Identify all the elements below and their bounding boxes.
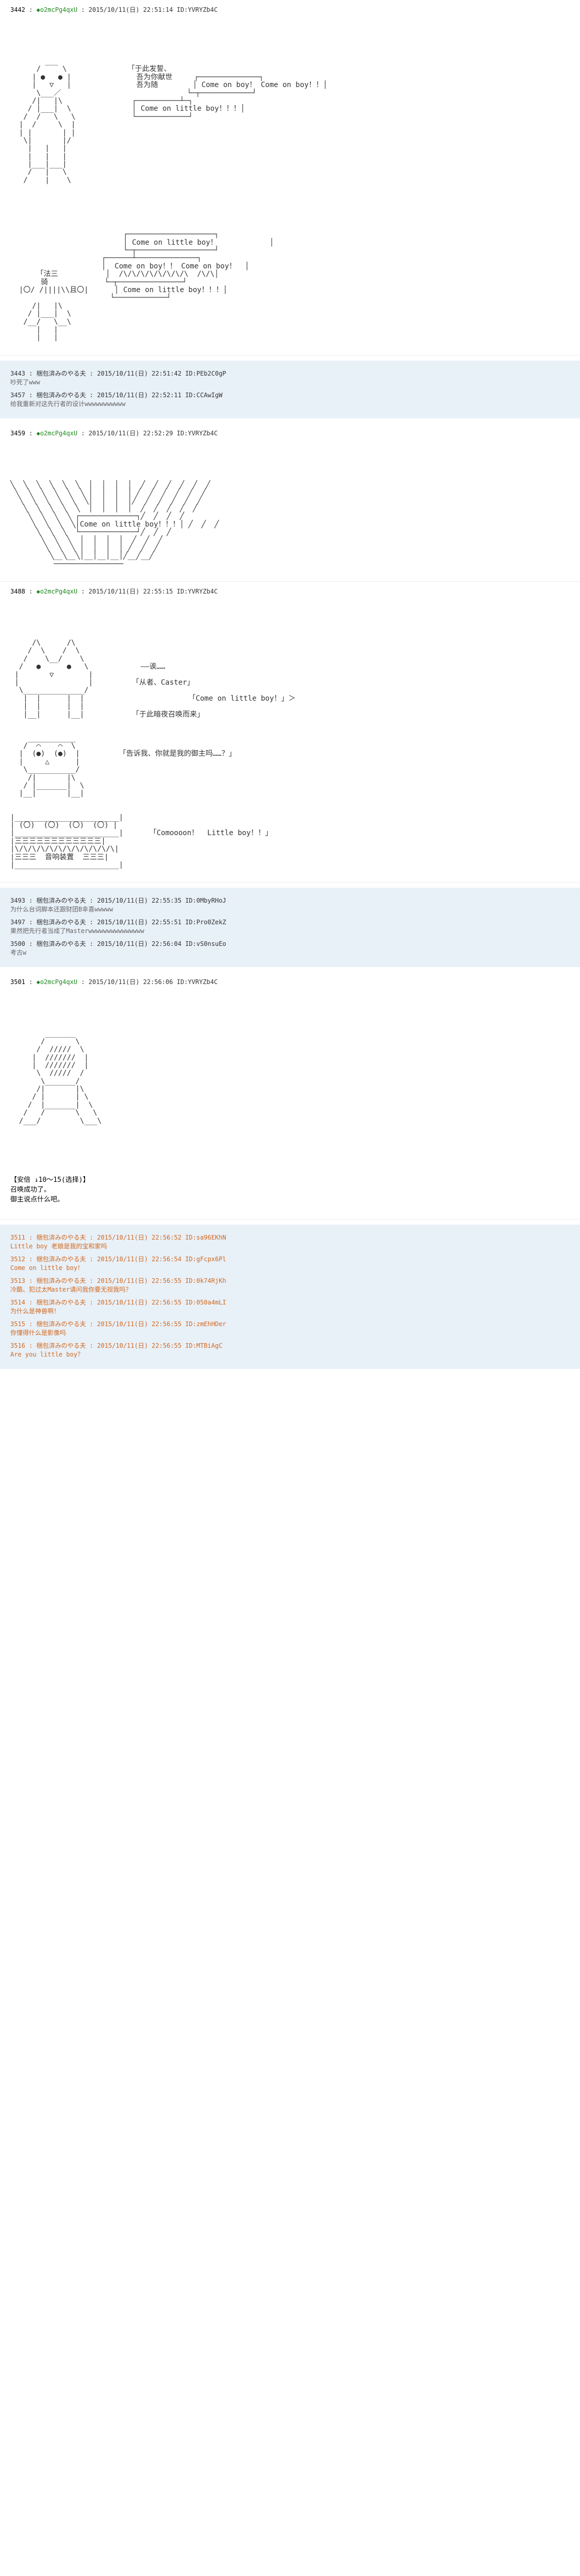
post-id: ID:YVRYZb4C: [177, 978, 218, 986]
post-header: 3488 : ◆o2mcPg4qxU : 2015/10/11(日) 22:55…: [10, 587, 570, 596]
reply-text: Come on little boy！: [10, 1263, 570, 1272]
reply: 3513 : 梱包済みのやる夫 : 2015/10/11(日) 22:56:55…: [10, 1276, 570, 1294]
post-header: 3459 : ◆o2mcPg4qxU : 2015/10/11(日) 22:52…: [10, 429, 570, 437]
reply-text: 为什么是神兽啊！: [10, 1307, 570, 1315]
spacer: [10, 19, 570, 50]
post: 3501 : ◆o2mcPg4qxU : 2015/10/11(日) 22:56…: [0, 972, 580, 1219]
reply-header: 3511 : 梱包済みのやる夫 : 2015/10/11(日) 22:56:52…: [10, 1233, 570, 1242]
reply-text: 冷酷、犯过太Master请问我你要无视我吗？: [10, 1285, 570, 1294]
post-id: ID:YVRYZb4C: [177, 6, 218, 13]
reply-block: 3443 : 梱包済みのやる夫 : 2015/10/11(日) 22:51:42…: [0, 361, 580, 418]
post-date: 2015/10/11(日) 22:55:15: [89, 588, 173, 595]
reply: 3443 : 梱包済みのやる夫 : 2015/10/11(日) 22:51:42…: [10, 369, 570, 386]
post: 3459 : ◆o2mcPg4qxU : 2015/10/11(日) 22:52…: [0, 423, 580, 582]
ascii-art: ┌────────────────────┐ │ Come on little …: [10, 231, 570, 342]
reply-text: Are you little boy？: [10, 1350, 570, 1359]
reply-header: 3516 : 梱包済みのやる夫 : 2015/10/11(日) 22:56:55…: [10, 1341, 570, 1350]
choice-block: 【安倍 ↓10～15(选择)】召唤成功了。御主说点什么吧。: [10, 1174, 570, 1204]
post-header: 3442 : ◆o2mcPg4qxU : 2015/10/11(日) 22:51…: [10, 5, 570, 14]
tripcode: ◆o2mcPg4qxU: [37, 6, 77, 13]
tripcode: ◆o2mcPg4qxU: [37, 978, 77, 986]
tripcode: ◆o2mcPg4qxU: [37, 430, 77, 437]
spacer: [10, 1133, 570, 1164]
reply-header: 3514 : 梱包済みのやる夫 : 2015/10/11(日) 22:56:55…: [10, 1298, 570, 1307]
post-date: 2015/10/11(日) 22:56:06: [89, 978, 173, 986]
post-number[interactable]: 3488: [10, 588, 25, 595]
spacer: [10, 601, 570, 632]
spacer: [10, 443, 570, 473]
reply: 3457 : 梱包済みのやる夫 : 2015/10/11(日) 22:52:11…: [10, 391, 570, 408]
reply: 3511 : 梱包済みのやる夫 : 2015/10/11(日) 22:56:52…: [10, 1233, 570, 1250]
ascii-art: _______ / \ / ///// \ | /////// | | ////…: [10, 1030, 570, 1125]
reply-header: 3493 : 梱包済みのやる夫 : 2015/10/11(日) 22:55:35…: [10, 896, 570, 905]
reply: 3514 : 梱包済みのやる夫 : 2015/10/11(日) 22:56:55…: [10, 1298, 570, 1315]
reply-header: 3443 : 梱包済みのやる夫 : 2015/10/11(日) 22:51:42…: [10, 369, 570, 378]
post-date: 2015/10/11(日) 22:52:29: [89, 430, 173, 437]
reply-header: 3500 : 梱包済みのやる夫 : 2015/10/11(日) 22:56:04…: [10, 939, 570, 948]
reply-text: Little boy 老娘是我的宝和家吗: [10, 1242, 570, 1250]
post-date: 2015/10/11(日) 22:51:14: [89, 6, 173, 13]
spacer: [10, 192, 570, 223]
reply-block: 3511 : 梱包済みのやる夫 : 2015/10/11(日) 22:56:52…: [0, 1225, 580, 1369]
post-header: 3501 : ◆o2mcPg4qxU : 2015/10/11(日) 22:56…: [10, 977, 570, 986]
post-number[interactable]: 3459: [10, 430, 25, 437]
choice-header: 【安倍 ↓10～15(选择)】: [10, 1174, 570, 1184]
reply-text: 为什么台词脚本还跟财团B幸喜wwwww: [10, 905, 570, 913]
tripcode: ◆o2mcPg4qxU: [37, 588, 77, 595]
reply: 3500 : 梱包済みのやる夫 : 2015/10/11(日) 22:56:04…: [10, 939, 570, 957]
post: 3442 : ◆o2mcPg4qxU : 2015/10/11(日) 22:51…: [0, 0, 580, 355]
reply-header: 3457 : 梱包済みのやる夫 : 2015/10/11(日) 22:52:11…: [10, 391, 570, 399]
reply-text: 果然把先行者当成了Masterwwwwwwwwwwwwwww: [10, 926, 570, 935]
reply-text: 你懂得什么是影像吗: [10, 1328, 570, 1337]
reply-text: 给我重新对这先行者的设计wwwwwwwwwww: [10, 399, 570, 408]
ascii-art: ╲ ╲ ╲ ╲ ╲ ╲ │ │ │ │ ╱ ╱ ╱ ╱ ╱ ╱ ╲ ╲ ╲ ╲ …: [10, 481, 570, 568]
ascii-art: ___ / \ 「于此发誓、 | ● ● | 吾为你献世 ┌──────────…: [10, 58, 570, 184]
post-number[interactable]: 3501: [10, 978, 25, 986]
post-id: ID:YVRYZb4C: [177, 588, 218, 595]
reply-header: 3515 : 梱包済みのやる夫 : 2015/10/11(日) 22:56:55…: [10, 1319, 570, 1328]
reply-header: 3497 : 梱包済みのやる夫 : 2015/10/11(日) 22:55:51…: [10, 918, 570, 926]
reply-header: 3513 : 梱包済みのやる夫 : 2015/10/11(日) 22:56:55…: [10, 1276, 570, 1285]
reply: 3515 : 梱包済みのやる夫 : 2015/10/11(日) 22:56:55…: [10, 1319, 570, 1337]
reply-text: 考古w: [10, 948, 570, 957]
reply: 3493 : 梱包済みのやる夫 : 2015/10/11(日) 22:55:35…: [10, 896, 570, 913]
reply-block: 3493 : 梱包済みのやる夫 : 2015/10/11(日) 22:55:35…: [0, 888, 580, 967]
spacer: [10, 991, 570, 1022]
reply-text: 吵死了www: [10, 378, 570, 386]
post: 3488 : ◆o2mcPg4qxU : 2015/10/11(日) 22:55…: [0, 582, 580, 883]
reply: 3497 : 梱包済みのやる夫 : 2015/10/11(日) 22:55:51…: [10, 918, 570, 935]
post-number[interactable]: 3442: [10, 6, 25, 13]
post-id: ID:YVRYZb4C: [177, 430, 218, 437]
ascii-art: /\ /\ / \ / \ / \__/ \ / ● ● \ ――诶…… | ▽…: [10, 639, 570, 869]
choice-line: 御主说点什么吧。: [10, 1194, 570, 1204]
reply-header: 3512 : 梱包済みのやる夫 : 2015/10/11(日) 22:56:54…: [10, 1255, 570, 1263]
choice-line: 召唤成功了。: [10, 1184, 570, 1194]
reply: 3512 : 梱包済みのやる夫 : 2015/10/11(日) 22:56:54…: [10, 1255, 570, 1272]
reply: 3516 : 梱包済みのやる夫 : 2015/10/11(日) 22:56:55…: [10, 1341, 570, 1359]
